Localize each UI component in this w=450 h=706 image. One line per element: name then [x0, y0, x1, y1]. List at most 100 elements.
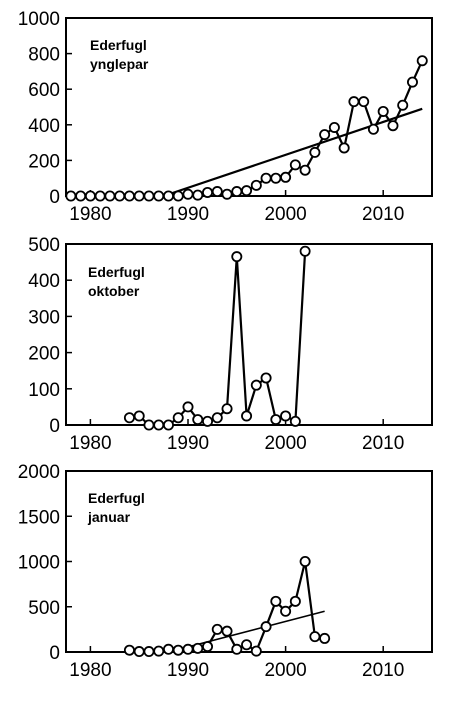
- data-point: [241, 410, 253, 422]
- data-point: [260, 372, 272, 384]
- data-point: [65, 190, 77, 202]
- x-tick-label: 1990: [167, 433, 209, 454]
- y-tick-label: 500: [28, 235, 60, 256]
- data-point: [94, 190, 106, 202]
- chart-title: Ederfugl: [90, 37, 147, 53]
- data-point: [299, 245, 311, 257]
- data-point: [202, 186, 214, 198]
- data-point: [367, 123, 379, 135]
- y-tick-label: 0: [49, 416, 60, 437]
- data-point: [280, 410, 292, 422]
- data-point: [162, 643, 174, 655]
- y-tick-label: 200: [28, 344, 60, 365]
- data-point: [153, 645, 165, 657]
- data-point: [114, 190, 126, 202]
- data-point: [289, 159, 301, 171]
- series-line: [129, 251, 307, 427]
- plot-frame: [65, 243, 433, 426]
- data-point: [231, 643, 243, 655]
- y-tick-label: 600: [28, 80, 60, 101]
- data-point: [260, 621, 272, 633]
- data-point: [192, 642, 204, 654]
- data-point: [172, 190, 184, 202]
- y-tick-label: 1000: [18, 9, 60, 30]
- data-point: [221, 403, 233, 415]
- y-tick-label: 500: [28, 598, 60, 619]
- data-point: [172, 412, 184, 424]
- data-point: [397, 99, 409, 111]
- data-point: [250, 645, 262, 657]
- data-point: [309, 146, 321, 158]
- data-point: [358, 96, 370, 108]
- x-tick-label: 2010: [362, 433, 404, 454]
- data-point: [162, 419, 174, 431]
- chart-title: Ederfugl: [88, 264, 145, 280]
- x-tick-label: 1980: [69, 204, 111, 225]
- data-point: [231, 186, 243, 198]
- data-point: [348, 96, 360, 108]
- data-point: [270, 414, 282, 426]
- x-tick-label: 1990: [167, 204, 209, 225]
- data-point: [202, 641, 214, 653]
- y-tick-label: 300: [28, 307, 60, 328]
- data-point: [143, 646, 155, 658]
- data-point: [270, 595, 282, 607]
- x-tick-label: 1990: [167, 660, 209, 681]
- plot-frame: [65, 17, 433, 197]
- data-point: [182, 643, 194, 655]
- data-point: [416, 55, 428, 67]
- x-tick-label: 2010: [362, 660, 404, 681]
- data-point: [250, 179, 262, 191]
- data-point: [182, 401, 194, 413]
- data-point: [270, 172, 282, 184]
- data-point: [319, 632, 331, 644]
- data-point: [338, 142, 350, 154]
- data-point: [143, 190, 155, 202]
- data-point: [289, 595, 301, 607]
- data-point: [211, 412, 223, 424]
- data-point: [221, 625, 233, 637]
- data-point: [192, 414, 204, 426]
- data-point: [231, 251, 243, 263]
- data-point: [299, 164, 311, 176]
- data-point: [221, 188, 233, 200]
- x-tick-label: 2000: [264, 204, 306, 225]
- y-tick-label: 0: [49, 187, 60, 208]
- y-tick-label: 2000: [18, 462, 60, 483]
- data-point: [133, 190, 145, 202]
- trend-line: [163, 107, 423, 198]
- chart-subtitle: oktober: [88, 283, 140, 299]
- data-point: [328, 121, 340, 133]
- data-point: [309, 631, 321, 643]
- chart-subtitle: januar: [87, 509, 131, 525]
- data-point: [172, 644, 184, 656]
- y-tick-label: 1000: [18, 553, 60, 574]
- x-tick-label: 1980: [69, 660, 111, 681]
- data-point: [241, 185, 253, 197]
- y-tick-label: 200: [28, 151, 60, 172]
- x-tick-label: 2010: [362, 204, 404, 225]
- y-tick-label: 400: [28, 271, 60, 292]
- data-point: [182, 188, 194, 200]
- data-point: [319, 129, 331, 141]
- data-point: [123, 644, 135, 656]
- y-tick-label: 0: [49, 643, 60, 664]
- data-point: [250, 379, 262, 391]
- data-point: [133, 646, 145, 658]
- data-point: [211, 186, 223, 198]
- data-point: [406, 76, 418, 88]
- chart-title: Ederfugl: [88, 490, 145, 506]
- data-point: [162, 190, 174, 202]
- data-point: [211, 623, 223, 635]
- data-point: [299, 556, 311, 568]
- data-point: [123, 412, 135, 424]
- data-point: [192, 189, 204, 201]
- data-point: [153, 419, 165, 431]
- y-tick-label: 400: [28, 116, 60, 137]
- data-point: [387, 120, 399, 132]
- data-point: [123, 190, 135, 202]
- chart-panel: 0 100 200 300 400 500 1980 1990 2000 2010 Ederfugl…: [28, 235, 433, 454]
- data-point: [104, 190, 116, 202]
- data-point: [143, 419, 155, 431]
